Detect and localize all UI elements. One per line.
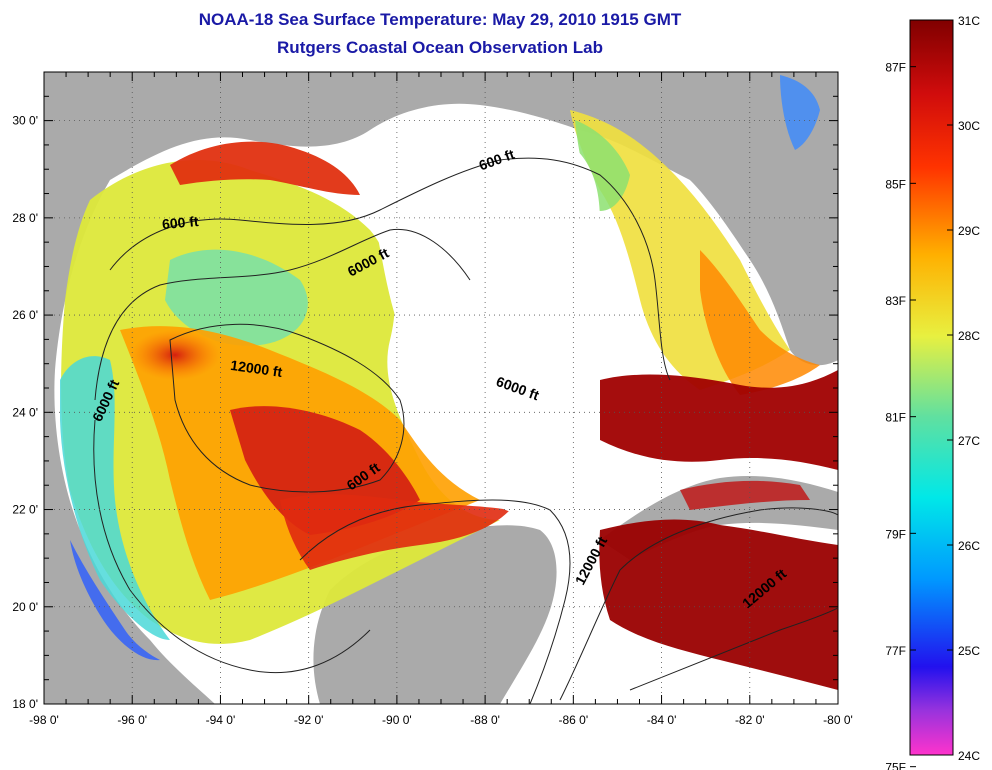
colorbar-label-c: 29C [958, 224, 980, 238]
colorbar-label-f: 79F [885, 527, 906, 541]
y-tick-label: 22 0' [12, 503, 38, 517]
x-tick-label: -84 0' [647, 713, 677, 727]
florida-land [650, 72, 838, 366]
colorbar-label-c: 31C [958, 14, 980, 28]
x-tick-label: -96 0' [117, 713, 147, 727]
y-tick-label: 24 0' [12, 405, 38, 419]
colorbar-label-c: 24C [958, 749, 980, 763]
y-tick-label: 26 0' [12, 308, 38, 322]
colorbar-label-c: 27C [958, 434, 980, 448]
map-subtitle: Rutgers Coastal Ocean Observation Lab [277, 38, 603, 57]
y-tick-label: 20 0' [12, 600, 38, 614]
sst-caribbean-red2 [680, 480, 810, 510]
grid-lines [44, 72, 838, 704]
contour-12000ft-cayman [559, 507, 838, 701]
colorbar-label-f: 81F [885, 411, 906, 425]
x-tick-label: -80 0' [823, 713, 853, 727]
colorbar-label-c: 30C [958, 119, 980, 133]
sst-florida-orange [700, 250, 820, 395]
sst-warm-eddy [130, 330, 220, 380]
contour-600ft [109, 157, 671, 381]
x-tick-label: -90 0' [382, 713, 412, 727]
sst-straits-red [600, 370, 838, 470]
bathymetry-contours [93, 157, 838, 704]
map-title: NOAA-18 Sea Surface Temperature: May 29,… [198, 10, 682, 29]
sst-north-warm [170, 141, 360, 195]
sst-cool-band [60, 356, 170, 640]
y-tick-label: 28 0' [12, 211, 38, 225]
sst-caribbean-red [599, 519, 838, 690]
contour-label: 600 ft [161, 213, 199, 232]
x-tick-label: -92 0' [294, 713, 324, 727]
contour-label: 12000 ft [229, 357, 283, 380]
x-tick-label: -86 0' [559, 713, 589, 727]
x-tick-label: -94 0' [206, 713, 236, 727]
y-tick-label: 18 0' [12, 697, 38, 711]
colorbar-label-f: 75F [885, 761, 906, 770]
colorbar-label-f: 83F [885, 294, 906, 308]
contour-12000ft [169, 323, 405, 493]
x-tick-label: -88 0' [470, 713, 500, 727]
contour-6000ft [94, 228, 471, 401]
contour-12000ft-caribbean [629, 607, 838, 691]
x-tick-label: -98 0' [29, 713, 59, 727]
colorbar-label-f: 85F [885, 177, 906, 191]
y-tick-label: 30 0' [12, 114, 38, 128]
sst-loop-warm [280, 494, 510, 570]
x-tick-label: -82 0' [735, 713, 765, 727]
colorbar-label-c: 28C [958, 329, 980, 343]
cloud-gap-center [370, 126, 600, 392]
contour-600ft-yucatan [299, 499, 571, 704]
colorbar [909, 19, 954, 756]
cloud-gap-south [430, 398, 595, 520]
colorbar-label-f: 77F [885, 644, 906, 658]
axes: -98 0' -96 0' -94 0' -92 0' -90 0' -88 0' -86 … [12, 71, 853, 727]
colorbar-labels: 31C 30C 29C 28C 27C 26C 25C 24C 87F 85F 83F 81F 79F 7… [885, 14, 980, 770]
colorbar-label-c: 26C [958, 539, 980, 553]
map-area [44, 72, 838, 704]
colorbar-label-c: 25C [958, 644, 980, 658]
contour-6000ft-south [93, 419, 371, 674]
sst-east-coast-blue [780, 75, 820, 150]
colorbar-label-f: 87F [885, 61, 906, 75]
